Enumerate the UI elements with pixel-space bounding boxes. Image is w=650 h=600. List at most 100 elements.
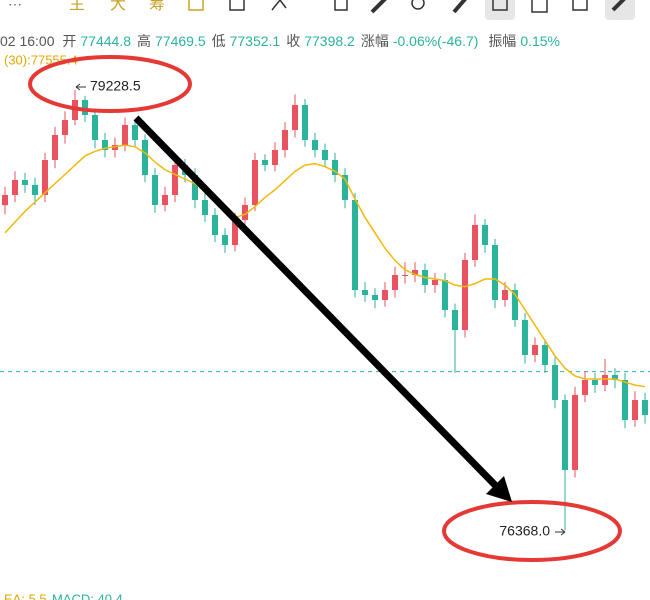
tool-icon[interactable] [572,0,588,11]
candle-body [342,175,348,200]
candle-body [232,220,238,245]
candle-body [312,140,318,150]
tool-icon[interactable] [229,0,245,11]
info-label: 高 [137,33,151,49]
tool-icon[interactable] [492,0,508,11]
tool-icon[interactable] [271,0,287,11]
info-value: 77469.5 [155,33,206,49]
candle-body [542,345,548,365]
tab-main[interactable]: 主 [69,0,85,13]
tool-icon[interactable] [370,0,387,14]
candle-body [122,125,128,145]
candle-body [202,200,208,215]
amplitude-label: 振幅 [488,33,517,49]
candle-body [622,380,628,420]
candle-body [222,235,228,245]
time: 02 16:00 [0,33,55,49]
tool-icon[interactable] [611,0,626,12]
candle-body [402,275,408,276]
candle-body [2,195,8,206]
candle-body [392,275,398,290]
candle-body [322,150,328,160]
tool-icon[interactable] [188,0,204,11]
candle-body [562,400,568,470]
tool-icon[interactable] [411,0,425,10]
candle-body [162,195,168,205]
info-label: 开 [62,33,77,49]
candle-body [292,105,298,130]
more-button[interactable]: ··· [8,0,22,12]
candle-body [242,205,248,220]
label-arrow [555,528,566,536]
candle-body [582,380,588,395]
candle-body [532,345,538,355]
highlight-ellipse [442,500,622,562]
candle-body [632,400,638,420]
candle-body [62,120,68,135]
candle-body [502,290,508,300]
candle-body [372,295,378,300]
candle-body [112,145,118,150]
trend-arrow-head [486,476,512,502]
amplitude: 0.15% [520,33,561,49]
candle-body [572,395,578,470]
candle-body [592,380,598,385]
high-label: 79228.5 [90,78,141,94]
candle-body [462,260,468,330]
indicator-label: MACD: 40.4 [52,591,123,600]
info-bar: 02 16:00 开 77444.8 高 77469.5 低 77352.1 收 77398.… [0,31,566,51]
info-value: 77398.2 [304,33,355,49]
candle-body [302,105,308,140]
candle-body [352,200,358,290]
label-arrow [75,83,86,91]
candle-body [102,140,108,150]
candle-body [362,290,368,295]
candle-body [442,280,448,310]
candle-body [92,115,98,140]
candle-body [22,180,28,185]
candle-body [282,130,288,150]
tool-active-bg [605,0,635,20]
candle-body [412,270,418,275]
candle-body [172,165,178,195]
candle-body [132,125,138,140]
candle-body [452,310,458,330]
tab-big[interactable]: 大 [110,0,126,13]
candle-body [472,225,478,260]
indicator-label: EA: 5.5 [4,591,47,600]
candle-body [512,290,518,320]
candle-body [432,280,438,285]
change: -0.06%(-46.7) [392,33,479,49]
candle-body [642,400,648,415]
change-label: 涨幅 [360,33,389,49]
candle-body [552,365,558,400]
candle-body [32,185,38,195]
info-value: 77352.1 [229,33,281,49]
candle-body [382,290,388,300]
tab-chips[interactable]: 筹 [149,0,165,13]
candle-body [192,175,198,200]
tool-icon[interactable] [452,0,467,14]
highlight-ellipse [28,55,192,113]
ma-line [4,144,646,388]
candle-body [12,180,18,195]
candle-body [152,175,158,205]
plot-area [0,90,650,531]
candle-body [612,375,618,380]
candle-body [82,100,88,115]
candle-body [272,150,278,165]
candle-body [492,245,498,300]
candle-body [262,160,268,165]
tool-icon[interactable] [334,0,348,11]
candle-body [482,225,488,245]
candle-body [212,215,218,235]
info-value: 77444.8 [80,33,131,49]
candle-body [602,375,608,385]
tool-icon[interactable] [531,0,548,13]
info-label: 低 [211,33,226,49]
low-label: 76368.0 [499,523,550,539]
trend-arrow [133,115,499,489]
candle-body [522,320,528,355]
